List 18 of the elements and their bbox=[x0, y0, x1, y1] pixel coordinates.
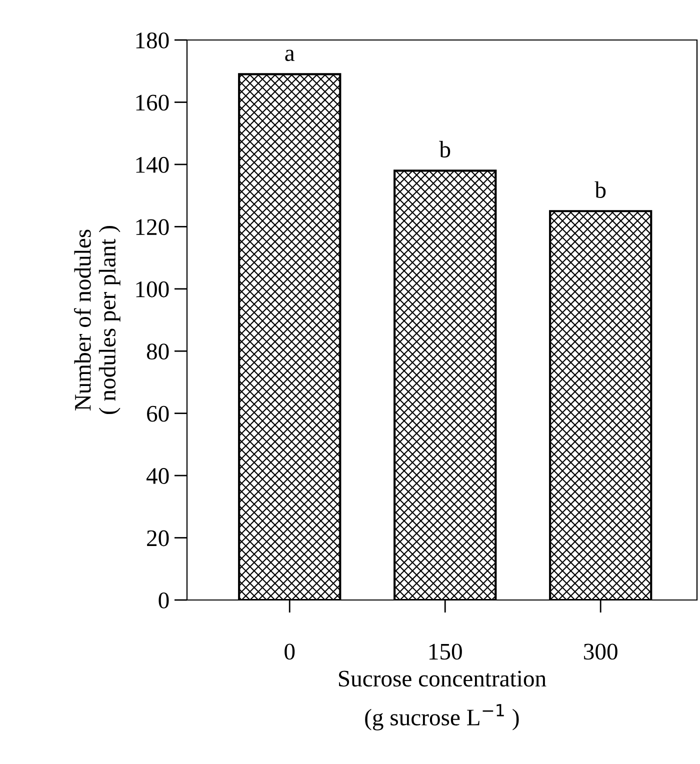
y-tick-label: 100 bbox=[136, 281, 169, 298]
annotation: a bbox=[285, 50, 295, 62]
y-tick-label: 160 bbox=[136, 94, 169, 111]
y-axis-title: Number of nodules ( nodules per plant ) bbox=[74, 226, 120, 414]
x-tick-label: 300 bbox=[584, 644, 618, 660]
y-tick-label: 40 bbox=[146, 468, 169, 484]
y-tick-label: 140 bbox=[136, 156, 169, 173]
y-tick-label: 20 bbox=[147, 530, 169, 546]
x-tick-label: 150 bbox=[429, 644, 462, 660]
x-tick-label: 0 bbox=[284, 644, 295, 660]
annotation: b bbox=[594, 181, 606, 198]
y-tick-label: 180 bbox=[136, 32, 169, 48]
y-tick-label: 120 bbox=[136, 219, 169, 236]
y-tick-label: 60 bbox=[147, 406, 169, 422]
x-axis-title: Sucrose concentration (g sucrose L$^{−1}$ ) bbox=[339, 670, 546, 730]
y-tick-label: 0 bbox=[158, 592, 169, 608]
annotation: b bbox=[439, 140, 450, 158]
y-tick-label: 80 bbox=[146, 344, 169, 360]
